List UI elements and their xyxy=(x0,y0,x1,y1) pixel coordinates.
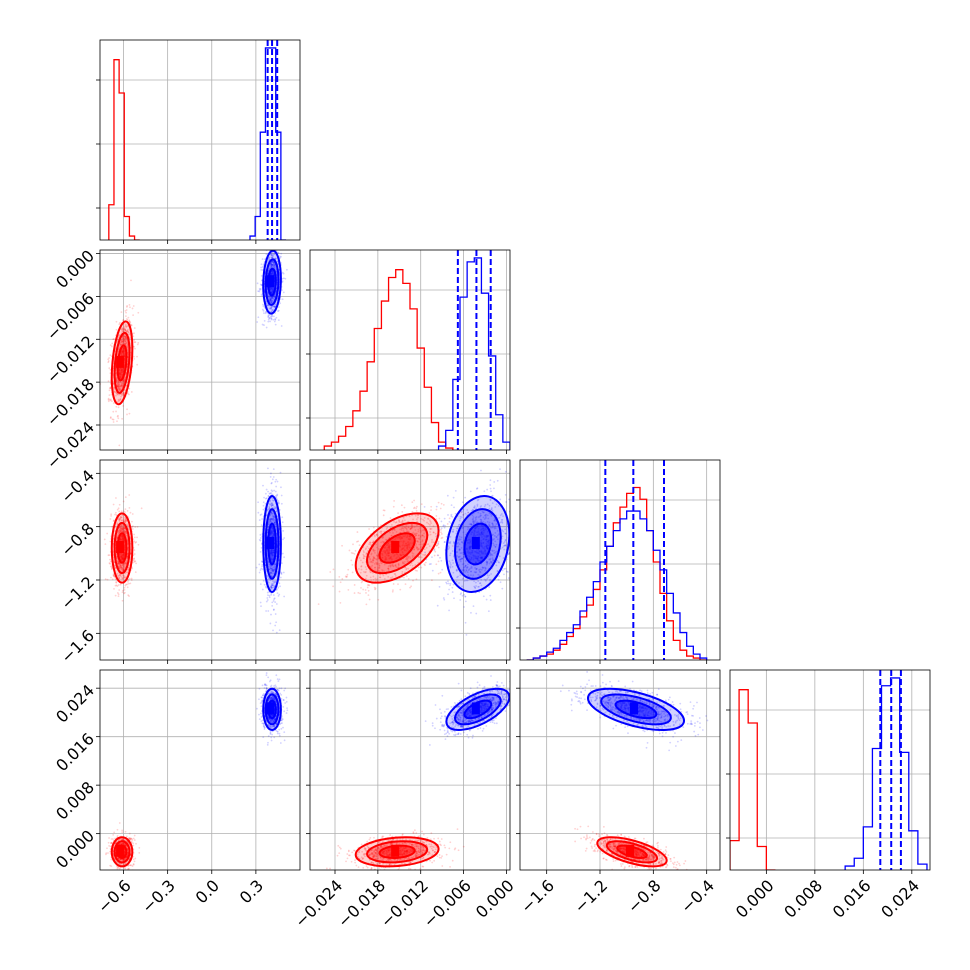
panel-content xyxy=(323,250,510,450)
density-peak xyxy=(116,541,125,553)
panel-p3-p3: 0.000 0.008 0.016 0.024 xyxy=(726,669,931,922)
panel-frame xyxy=(309,459,511,661)
grid xyxy=(310,460,510,660)
panel-frame xyxy=(519,459,721,661)
x-tick-label: 0.000 xyxy=(732,876,778,922)
y-tick-label: −1.2 xyxy=(57,573,98,614)
panel-content xyxy=(108,40,287,240)
density-peak xyxy=(391,844,400,857)
panel-frame xyxy=(99,459,301,661)
x-tick-label: −0.3 xyxy=(138,876,179,917)
y-tick-label: 0.000 xyxy=(52,826,98,872)
density-peak xyxy=(630,702,638,715)
density-peak xyxy=(626,844,634,857)
panel-content xyxy=(100,250,288,447)
histogram-p2-series-1 xyxy=(526,510,708,660)
grid xyxy=(520,670,720,870)
x-tick-label: −0.006 xyxy=(420,876,475,931)
y-tick-label: −0.006 xyxy=(43,289,98,344)
density-peak xyxy=(116,844,125,857)
density-peak xyxy=(391,541,400,553)
panel-p1-p1 xyxy=(306,249,511,454)
panel-p2-p2 xyxy=(516,459,721,664)
y-tick-label: 0.008 xyxy=(52,778,98,824)
panel-p0-p2: −1.6 −1.2 −0.8 −0.4 xyxy=(57,459,301,667)
panel-frame xyxy=(99,669,301,871)
density-peak xyxy=(116,355,125,368)
panel-content xyxy=(526,460,708,660)
panel-p2-p3: −1.6 −1.2 −0.8 −0.4 xyxy=(516,669,721,917)
panel-content xyxy=(730,670,928,870)
panel-frame xyxy=(519,669,721,871)
histogram-p3-series-0 xyxy=(730,689,776,870)
x-tick-label: 0.008 xyxy=(780,876,826,922)
density-peak xyxy=(266,275,275,288)
x-tick-label: −0.4 xyxy=(677,876,718,917)
panel-frame xyxy=(99,249,301,451)
density-peak xyxy=(266,537,275,549)
histogram-p1-series-1 xyxy=(437,257,510,450)
x-tick-label: −1.2 xyxy=(570,876,611,917)
histogram-p3-series-1 xyxy=(844,677,928,870)
y-tick-label: −1.6 xyxy=(57,626,98,667)
x-tick-label: 0.0 xyxy=(192,876,223,907)
density-peak xyxy=(471,702,480,715)
grid xyxy=(310,250,510,450)
density-peak xyxy=(471,537,480,549)
panel-frame xyxy=(309,669,511,871)
y-tick-label: 0.024 xyxy=(52,681,98,727)
histogram-p2-series-0 xyxy=(526,486,707,660)
y-tick-label: −0.4 xyxy=(57,466,98,507)
histogram-p0-series-0 xyxy=(108,59,140,240)
x-tick-label: 0.000 xyxy=(472,876,518,922)
histogram-p0-series-1 xyxy=(249,47,287,240)
panel-frame xyxy=(99,39,301,241)
density-peak xyxy=(266,702,275,715)
y-tick-label: −0.8 xyxy=(57,519,98,560)
grid xyxy=(100,40,300,240)
panel-frame xyxy=(309,249,511,451)
x-tick-label: 0.016 xyxy=(829,876,875,922)
x-tick-label: 0.024 xyxy=(877,876,923,922)
panel-content xyxy=(105,672,289,870)
x-tick-label: −0.6 xyxy=(94,876,135,917)
panel-content xyxy=(317,468,510,636)
x-tick-label: −1.6 xyxy=(517,876,558,917)
panel-p0-p0 xyxy=(96,39,301,244)
panel-content xyxy=(103,467,286,634)
x-tick-label: 0.3 xyxy=(236,876,267,907)
panel-content xyxy=(559,671,709,870)
histogram-p1-series-0 xyxy=(323,269,454,450)
x-tick-label: −0.8 xyxy=(624,876,665,917)
y-tick-label: 0.016 xyxy=(52,729,98,775)
panel-content xyxy=(325,675,510,870)
grid xyxy=(520,460,720,660)
y-tick-label: 0.000 xyxy=(52,246,98,292)
panel-p1-p2 xyxy=(306,459,511,664)
panel-frame xyxy=(729,669,931,871)
